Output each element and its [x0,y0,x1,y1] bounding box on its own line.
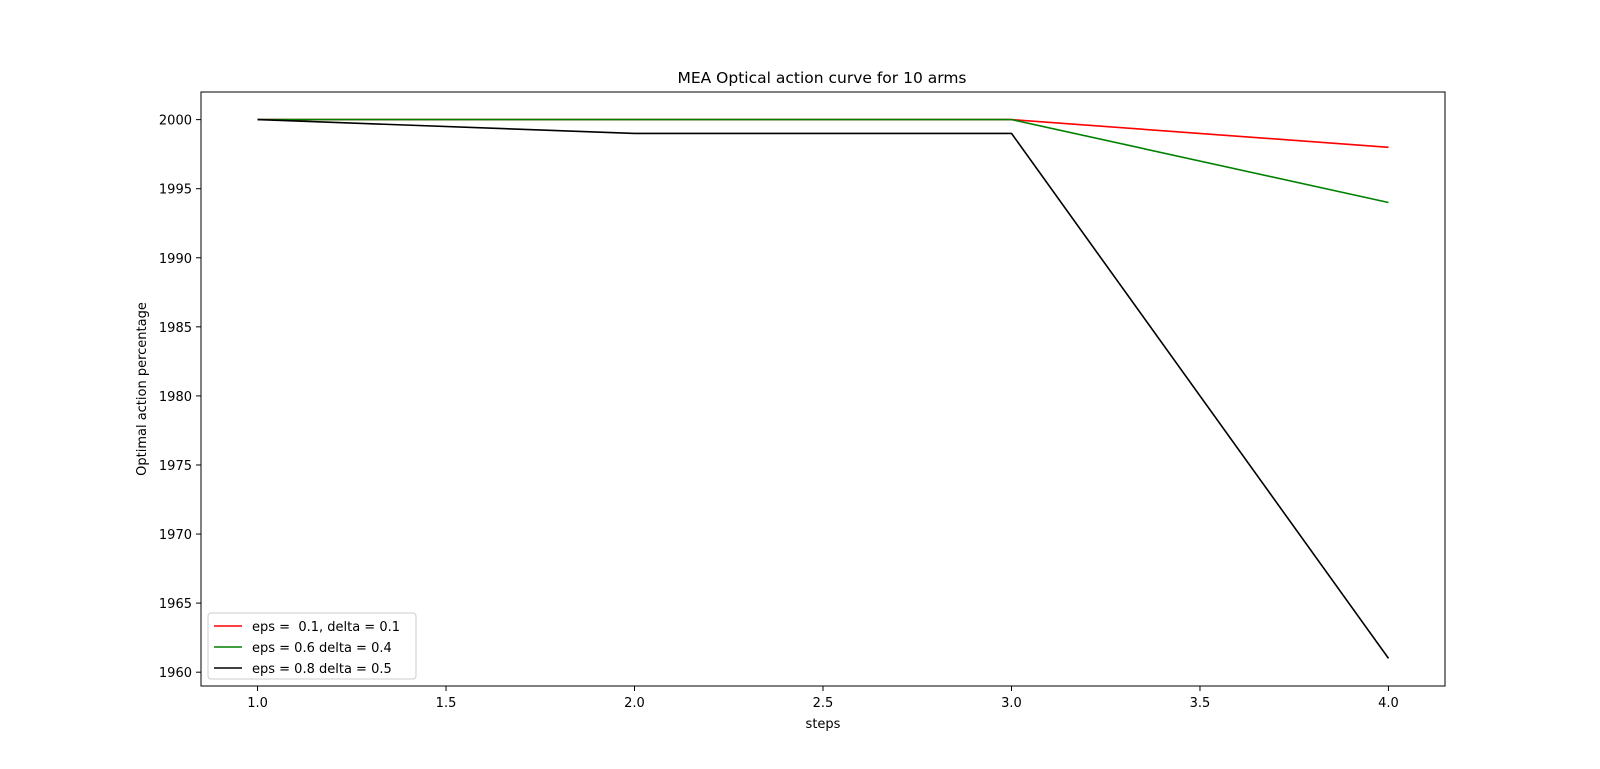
y-tick-label: 2000 [159,114,192,129]
x-axis-label: steps [806,717,841,732]
y-tick-label: 1985 [159,321,192,336]
legend-label-3: eps = 0.8 delta = 0.5 [252,662,392,677]
plot-frame [200,91,1446,687]
series-line-2 [257,118,1389,204]
y-axis-label: Optimal action percentage [135,302,150,476]
legend-items: eps = 0.1, delta = 0.1 eps = 0.6 delta = … [214,620,400,677]
legend-box [207,612,417,680]
y-axis-ticks: 1960 1965 1970 1975 1980 1985 1990 1995 2000 [159,114,201,681]
legend-label-1: eps = 0.1, delta = 0.1 [252,620,400,635]
x-tick-label: 3.5 [1190,696,1211,711]
y-tick-label: 1970 [159,528,192,543]
x-tick-label: 3.0 [1001,696,1022,711]
series-lines [257,118,1390,659]
y-tick-label: 1965 [159,597,192,612]
series-line-3 [257,118,1390,659]
y-tick-label: 1960 [159,666,192,681]
x-tick-label: 4.0 [1378,696,1399,711]
y-tick-label: 1975 [159,459,192,474]
x-tick-label: 1.0 [247,696,268,711]
x-tick-label: 2.0 [624,696,645,711]
y-tick-label: 1990 [159,252,192,267]
legend: eps = 0.1, delta = 0.1 eps = 0.6 delta = … [207,612,417,680]
legend-label-2: eps = 0.6 delta = 0.4 [252,641,392,656]
y-tick-label: 1980 [159,390,192,405]
y-tick-label: 1995 [159,183,192,198]
x-axis-ticks: 1.0 1.5 2.0 2.5 3.0 3.5 4.0 [247,686,1399,711]
x-tick-label: 2.5 [813,696,834,711]
plot-area [200,91,1446,687]
x-tick-label: 1.5 [436,696,457,711]
chart-title: MEA Optical action curve for 10 arms [677,69,966,87]
